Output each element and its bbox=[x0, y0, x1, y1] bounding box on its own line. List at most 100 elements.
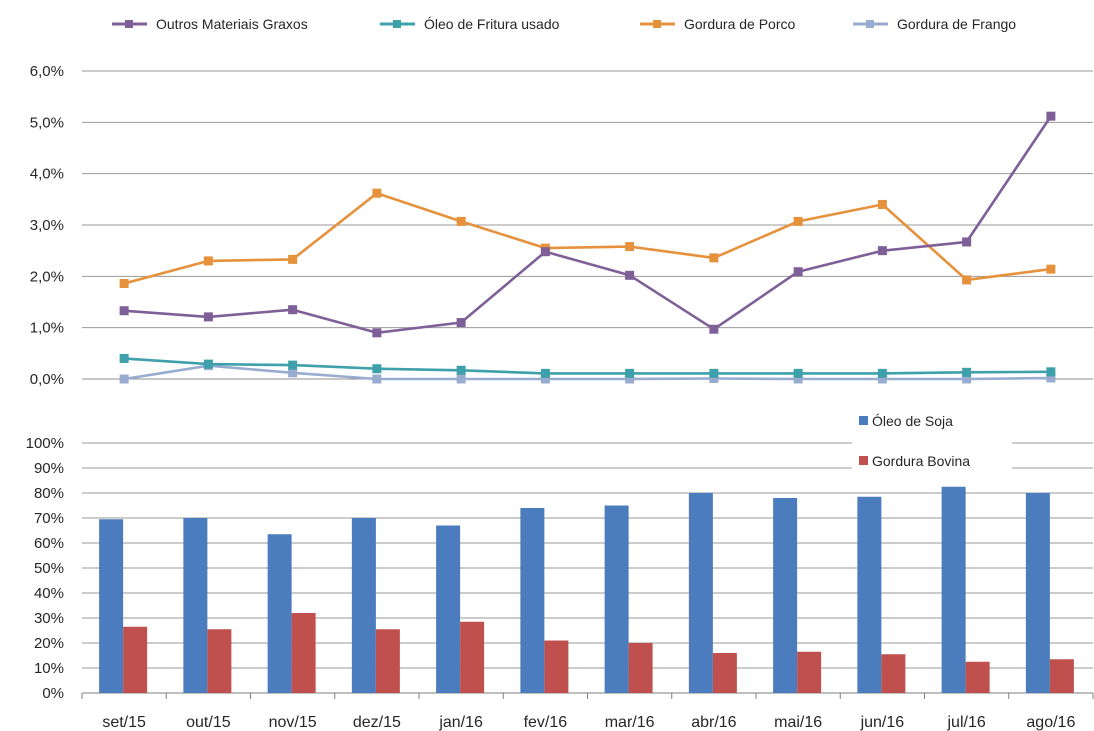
bar bbox=[628, 643, 653, 693]
bar bbox=[267, 534, 292, 693]
bar-y-tick-label: 100% bbox=[26, 435, 64, 452]
line-point bbox=[288, 360, 298, 370]
bar-y-tick-label: 10% bbox=[34, 660, 64, 677]
line-y-tick-label: 2,0% bbox=[30, 268, 64, 285]
line-y-tick-label: 1,0% bbox=[30, 320, 64, 337]
line-legend-label: Gordura de Porco bbox=[684, 16, 795, 32]
line-point bbox=[793, 216, 803, 226]
bar bbox=[436, 525, 461, 693]
line-legend-swatch-marker bbox=[125, 20, 133, 28]
line-series bbox=[124, 357, 1051, 375]
bar-x-tick-label: jul/16 bbox=[947, 714, 986, 731]
bar-y-tick-label: 90% bbox=[34, 460, 64, 477]
line-point bbox=[119, 306, 129, 316]
line-point bbox=[877, 374, 887, 384]
line-point bbox=[625, 270, 635, 280]
line-point bbox=[709, 324, 719, 334]
line-point bbox=[877, 368, 887, 378]
line-point bbox=[456, 374, 466, 384]
line-point bbox=[709, 253, 719, 263]
bar-legend-label: Óleo de Soja bbox=[872, 413, 953, 429]
bar-y-tick-label: 60% bbox=[34, 535, 64, 552]
line-legend-swatch-marker bbox=[653, 20, 661, 28]
line-point bbox=[1046, 367, 1056, 377]
bar bbox=[291, 613, 316, 693]
line-point bbox=[625, 368, 635, 378]
line-point bbox=[372, 374, 382, 384]
line-point bbox=[877, 246, 887, 256]
line-point bbox=[288, 368, 298, 378]
line-point bbox=[1046, 373, 1056, 383]
line-point bbox=[793, 267, 803, 277]
bar-x-tick-label: jan/16 bbox=[438, 714, 483, 731]
line-y-tick-label: 3,0% bbox=[30, 217, 64, 234]
bar bbox=[460, 621, 485, 693]
bar bbox=[207, 629, 232, 693]
bar bbox=[941, 486, 966, 693]
line-legend-label: Outros Materiais Graxos bbox=[156, 16, 308, 32]
bar-x-tick-label: set/15 bbox=[102, 714, 146, 731]
line-point bbox=[962, 275, 972, 285]
line-series bbox=[123, 364, 1051, 381]
bar-legend-swatch bbox=[859, 416, 868, 425]
bar bbox=[773, 498, 798, 693]
bar bbox=[797, 651, 822, 693]
line-point bbox=[625, 374, 635, 384]
line-point bbox=[119, 353, 129, 363]
line-point bbox=[709, 373, 719, 383]
line-point bbox=[540, 368, 550, 378]
line-point bbox=[625, 242, 635, 252]
bar-y-tick-label: 0% bbox=[42, 685, 64, 702]
bar-y-tick-label: 70% bbox=[34, 510, 64, 527]
line-y-tick-label: 5,0% bbox=[30, 114, 64, 131]
line-point bbox=[203, 359, 213, 369]
line-legend-swatch-marker bbox=[866, 20, 874, 28]
line-point bbox=[793, 374, 803, 384]
bar bbox=[1025, 493, 1050, 693]
bar bbox=[1049, 659, 1074, 693]
line-point bbox=[203, 312, 213, 322]
bar bbox=[965, 661, 990, 693]
line-point bbox=[962, 237, 972, 247]
line-point bbox=[962, 374, 972, 384]
line-point bbox=[372, 188, 382, 198]
line-point bbox=[456, 365, 466, 375]
line-point bbox=[962, 367, 972, 377]
bar bbox=[712, 653, 737, 693]
bar-x-tick-label: nov/15 bbox=[269, 714, 317, 731]
bar-x-tick-label: fev/16 bbox=[524, 714, 568, 731]
bar bbox=[351, 518, 376, 693]
bar-y-tick-label: 20% bbox=[34, 635, 64, 652]
bar bbox=[375, 629, 400, 693]
line-y-tick-label: 6,0% bbox=[30, 63, 64, 80]
bar bbox=[604, 505, 629, 693]
bar-x-tick-label: mar/16 bbox=[605, 714, 655, 731]
bar bbox=[123, 626, 148, 693]
bar bbox=[857, 496, 882, 693]
line-point bbox=[540, 247, 550, 257]
line-point bbox=[709, 368, 719, 378]
bar bbox=[183, 518, 208, 693]
bar-legend-box bbox=[852, 405, 1012, 475]
line-point bbox=[288, 254, 298, 264]
line-legend-swatch-marker bbox=[393, 20, 401, 28]
line-point bbox=[456, 216, 466, 226]
bar-y-tick-label: 50% bbox=[34, 560, 64, 577]
bar-x-tick-label: ago/16 bbox=[1026, 714, 1075, 731]
bar bbox=[544, 640, 569, 693]
bar bbox=[99, 519, 124, 693]
line-point bbox=[793, 368, 803, 378]
line-point bbox=[288, 305, 298, 315]
line-point bbox=[1046, 264, 1056, 274]
line-point bbox=[877, 199, 887, 209]
line-point bbox=[456, 318, 466, 328]
line-point bbox=[372, 328, 382, 338]
line-point bbox=[119, 374, 129, 384]
line-series bbox=[123, 191, 1052, 285]
line-point bbox=[203, 256, 213, 266]
line-series bbox=[124, 115, 1052, 335]
bar-x-tick-label: mai/16 bbox=[774, 714, 822, 731]
bar-x-tick-label: out/15 bbox=[186, 714, 231, 731]
